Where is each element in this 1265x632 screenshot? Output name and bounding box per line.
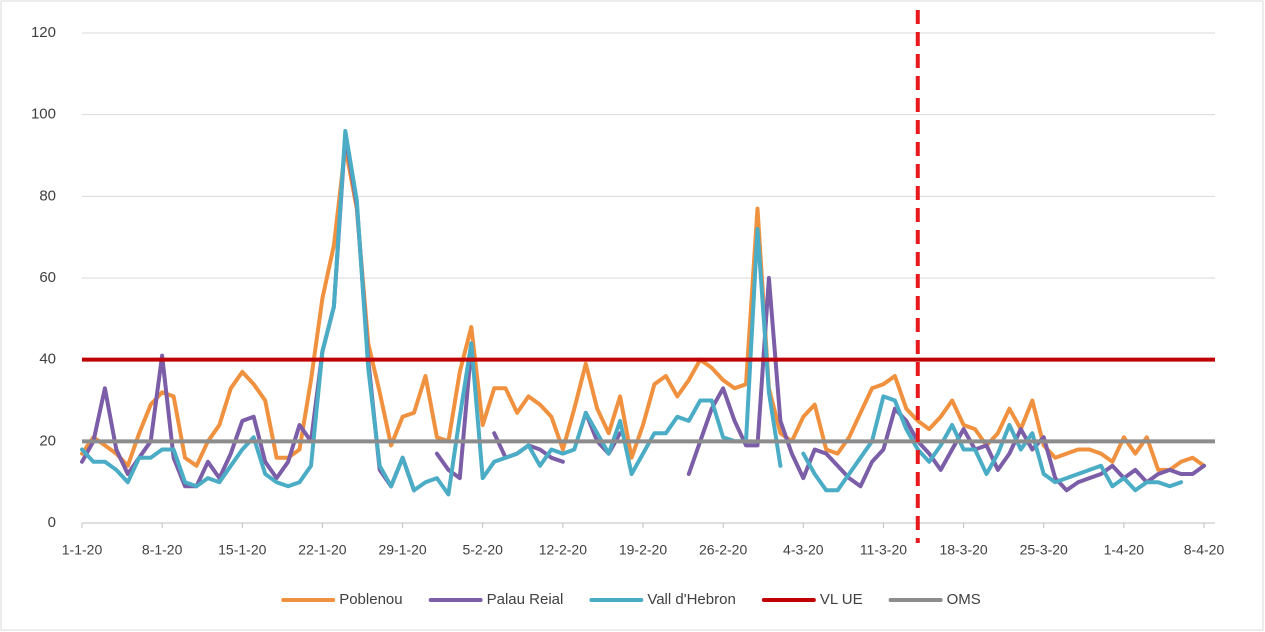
x-tick-label: 22-1-20: [298, 542, 346, 558]
y-tick-label: 40: [39, 351, 56, 368]
legend-label: Vall d'Hebron: [647, 591, 735, 608]
legend-label: Poblenou: [339, 591, 402, 608]
x-tick-label: 1-4-20: [1104, 542, 1145, 558]
x-tick-label: 12-2-20: [539, 542, 587, 558]
x-tick-label: 8-1-20: [142, 542, 183, 558]
y-tick-label: 60: [39, 269, 56, 286]
y-tick-label: 100: [31, 106, 56, 123]
series-line: [80, 129, 1184, 497]
series-line: [80, 145, 1206, 472]
y-tick-label: 0: [48, 514, 56, 531]
y-tick-label: 20: [39, 432, 56, 449]
legend-label: Palau Reial: [487, 591, 564, 608]
x-tick-label: 4-3-20: [783, 542, 824, 558]
x-tick-label: 15-1-20: [218, 542, 266, 558]
y-tick-label: 80: [39, 187, 56, 204]
x-tick-label: 25-3-20: [1020, 542, 1068, 558]
x-tick-label: 8-4-20: [1184, 542, 1225, 558]
x-tick-label: 18-3-20: [939, 542, 987, 558]
legend-label: OMS: [947, 591, 981, 608]
x-tick-label: 5-2-20: [462, 542, 503, 558]
x-tick-label: 29-1-20: [378, 542, 426, 558]
x-tick-label: 1-1-20: [62, 542, 103, 558]
y-tick-label: 120: [31, 24, 56, 41]
x-tick-label: 26-2-20: [699, 542, 747, 558]
x-tick-label: 11-3-20: [860, 542, 907, 558]
x-tick-label: 19-2-20: [619, 542, 667, 558]
legend-label: VL UE: [820, 591, 863, 608]
